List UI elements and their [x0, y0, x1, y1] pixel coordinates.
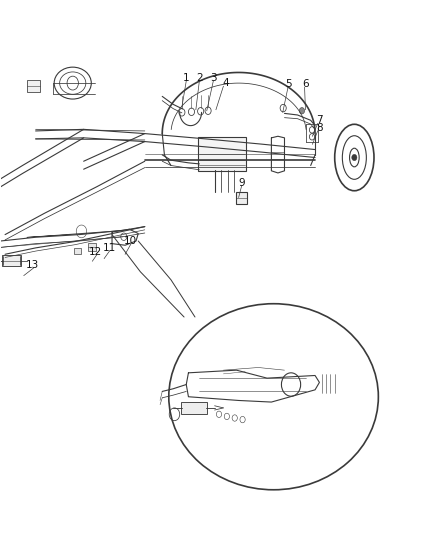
Text: 10: 10 [124, 236, 138, 246]
FancyBboxPatch shape [27, 80, 40, 92]
Text: 2: 2 [196, 73, 203, 83]
Text: 1: 1 [183, 73, 190, 83]
Text: 11: 11 [102, 243, 116, 253]
Text: 4: 4 [222, 78, 229, 88]
Circle shape [299, 108, 304, 114]
FancyBboxPatch shape [3, 255, 21, 266]
Text: 5: 5 [286, 79, 292, 89]
Text: 13: 13 [25, 261, 39, 270]
Text: 6: 6 [302, 79, 309, 89]
Text: 9: 9 [238, 177, 245, 188]
FancyBboxPatch shape [181, 402, 207, 414]
FancyBboxPatch shape [88, 243, 96, 251]
Text: 3: 3 [210, 73, 217, 83]
FancyBboxPatch shape [198, 137, 246, 171]
FancyBboxPatch shape [237, 192, 247, 204]
Circle shape [352, 155, 357, 161]
Text: 7: 7 [316, 115, 323, 125]
Text: 12: 12 [89, 247, 102, 256]
Text: 8: 8 [316, 123, 323, 133]
FancyBboxPatch shape [74, 248, 81, 254]
